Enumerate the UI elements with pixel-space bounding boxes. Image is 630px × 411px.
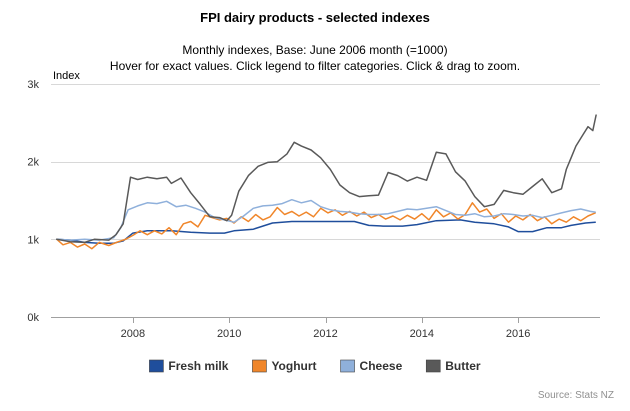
legend-label[interactable]: Yoghurt bbox=[271, 359, 316, 373]
series-line-yoghurt[interactable] bbox=[56, 202, 596, 250]
x-tick-label: 2014 bbox=[410, 328, 434, 340]
y-axis-title: Index bbox=[53, 70, 80, 82]
series-line-cheese[interactable] bbox=[56, 198, 596, 241]
y-tick-label: 2k bbox=[27, 157, 39, 169]
y-tick-label: 0k bbox=[27, 312, 39, 324]
chart-title: FPI dairy products - selected indexes bbox=[200, 10, 430, 25]
x-tick-label: 2010 bbox=[217, 328, 241, 340]
series-line-butter[interactable] bbox=[56, 114, 597, 244]
x-tick-label: 2016 bbox=[506, 328, 530, 340]
legend-label[interactable]: Cheese bbox=[360, 359, 403, 373]
legend-swatch[interactable] bbox=[252, 359, 267, 373]
legend-item-fresh-milk[interactable]: Fresh milk bbox=[149, 359, 229, 373]
y-tick-label: 3k bbox=[27, 79, 39, 91]
series-line-fresh-milk[interactable] bbox=[56, 219, 596, 244]
chart-subtitle-line-1: Monthly indexes, Base: June 2006 month (… bbox=[182, 43, 447, 57]
legend-label[interactable]: Fresh milk bbox=[168, 359, 228, 373]
x-tick-label: 2012 bbox=[313, 328, 337, 340]
chart-subtitle-line-2: Hover for exact values. Click legend to … bbox=[110, 59, 520, 73]
legend-label[interactable]: Butter bbox=[445, 359, 481, 373]
legend-swatch[interactable] bbox=[340, 359, 355, 373]
series-lines[interactable] bbox=[56, 114, 597, 250]
legend-item-yoghurt[interactable]: Yoghurt bbox=[252, 359, 317, 373]
legend-swatch[interactable] bbox=[425, 359, 441, 373]
legend[interactable]: Fresh milk Yoghurt Cheese Butter bbox=[149, 359, 481, 373]
y-tick-label: 1k bbox=[27, 234, 39, 246]
y-axis-ticks: 0k 1k 2k 3k bbox=[27, 79, 39, 324]
x-tick-label: 2008 bbox=[121, 328, 145, 340]
source-credit[interactable]: Source: Stats NZ bbox=[538, 390, 614, 401]
legend-item-butter[interactable]: Butter bbox=[425, 359, 481, 373]
legend-swatch[interactable] bbox=[149, 359, 164, 373]
x-axis-ticks: 2008 2010 2012 2014 2016 bbox=[121, 317, 530, 340]
legend-item-cheese[interactable]: Cheese bbox=[340, 359, 403, 373]
